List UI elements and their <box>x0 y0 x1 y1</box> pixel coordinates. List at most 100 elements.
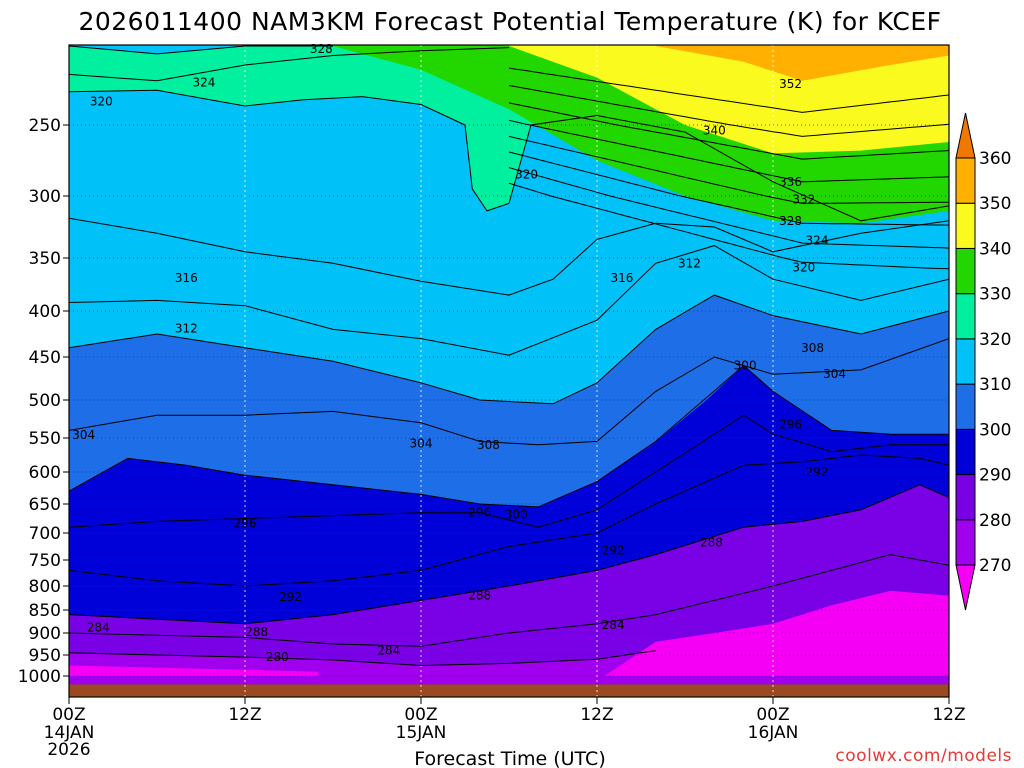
contour-line-320 <box>69 89 949 222</box>
x-tick-label: 00Z <box>52 705 85 725</box>
cold-pool-fill <box>604 590 949 676</box>
colorbar: 270 280 290 300 310 320 330 340 350 360 <box>955 112 1011 611</box>
contour-label: 324 <box>806 234 829 248</box>
colorbar-label: 310 <box>979 375 1011 395</box>
colorbar-segment <box>955 519 976 566</box>
contour-label: 292 <box>806 465 829 479</box>
contour-line-upper-7 <box>508 182 949 270</box>
contour-label: 308 <box>477 438 500 452</box>
contour-label: 284 <box>377 644 400 658</box>
colorbar-label: 330 <box>979 285 1011 305</box>
cold-pool-left-fill <box>69 665 319 676</box>
x-axis-label: Forecast Time (UTC) <box>414 748 605 768</box>
colorbar-label: 350 <box>979 194 1011 214</box>
chart-title: 2026011400 NAM3KM Forecast Potential Tem… <box>78 7 941 36</box>
contour-line-316 <box>69 217 949 296</box>
contour-label: 288 <box>700 536 723 550</box>
contour-line-308 <box>69 294 949 405</box>
colorbar-label: 300 <box>979 420 1011 440</box>
colorbar-segment <box>955 247 976 295</box>
contour-line-upper-3 <box>508 119 949 183</box>
contour-label: 320 <box>515 168 538 182</box>
x-tick-label: 12Z <box>932 705 965 725</box>
contour-labels: 328 324 320 320 352 340 336 332 328 324 320 316 316 3… <box>72 42 846 664</box>
y-tick-label: 450 <box>29 348 61 368</box>
colorbar-segment <box>955 157 976 204</box>
colorbar-segment <box>955 428 976 476</box>
contour-label: 304 <box>410 436 433 450</box>
colorbar-segment <box>955 338 976 385</box>
colorbar-label: 280 <box>979 511 1011 531</box>
contour-label: 328 <box>779 214 802 228</box>
contour-label: 328 <box>310 42 333 56</box>
y-tick-label: 250 <box>29 116 61 136</box>
contour-label: 284 <box>87 620 110 634</box>
x-tick-label: 12Z <box>228 705 261 725</box>
x-tick-date: 14JAN <box>44 723 95 743</box>
contour-label: 316 <box>175 271 198 285</box>
y-tick-label: 700 <box>29 524 61 544</box>
contour-label: 320 <box>90 94 113 108</box>
contour-line-292 <box>69 454 949 587</box>
y-tick-label: 550 <box>29 429 61 449</box>
y-tick-label: 950 <box>29 646 61 666</box>
contour-label: 312 <box>678 256 701 270</box>
contour-label: 324 <box>192 75 215 89</box>
colorbar-segment <box>955 383 976 430</box>
contour-label: 320 <box>792 261 815 275</box>
contour-line-284 <box>69 554 949 647</box>
contour-line-304 <box>69 338 949 446</box>
y-tick-label: 400 <box>29 302 61 322</box>
y-tick-label: 750 <box>29 551 61 571</box>
y-tick-label: 800 <box>29 577 61 597</box>
contour-label: 312 <box>175 321 198 335</box>
ground-surface <box>69 684 949 697</box>
contour-line-296 <box>69 414 949 528</box>
x-tick-date: 15JAN <box>396 723 447 743</box>
contour-label: 332 <box>792 193 815 207</box>
contour-line-300 <box>69 364 949 508</box>
contour-line-312 <box>69 245 949 356</box>
contour-label: 288 <box>468 589 491 603</box>
colorbar-segment <box>955 474 976 521</box>
contour-label: 288 <box>245 625 268 639</box>
contour-line-324 <box>69 47 510 82</box>
contour-line-upper-0 <box>508 67 949 113</box>
contour-line-upper-6 <box>508 167 949 249</box>
contour-label: 336 <box>779 175 802 189</box>
contour-label: 284 <box>602 618 625 632</box>
contour-label: 352 <box>779 77 802 91</box>
x-tick-year: 2026 <box>47 740 90 760</box>
credit-text: coolwx.com/models <box>835 746 1012 766</box>
colorbar-label: 340 <box>979 239 1011 259</box>
contour-line-280 <box>69 650 656 667</box>
colorbar-label: 320 <box>979 330 1011 350</box>
contour-label: 292 <box>602 543 625 557</box>
contour-line-upper-2 <box>508 102 949 160</box>
contour-line-upper-1 <box>508 85 949 137</box>
y-tick-label: 300 <box>29 187 61 207</box>
x-tick-date: 16JAN <box>748 723 799 743</box>
colorbar-label: 270 <box>979 556 1011 576</box>
contour-line-upper-5 <box>508 151 949 226</box>
contour-label: 296 <box>234 517 257 531</box>
contour-line-288 <box>69 484 949 625</box>
contour-label: 316 <box>610 271 633 285</box>
x-tick-label: 12Z <box>580 705 613 725</box>
warm-band-2 <box>655 45 949 81</box>
contour-label: 340 <box>703 124 726 138</box>
contour-label: 300 <box>734 359 757 373</box>
contour-label: 304 <box>823 367 846 381</box>
x-tick-label: 00Z <box>756 705 789 725</box>
y-tick-label: 850 <box>29 601 61 621</box>
colorbar-cap-top <box>955 112 976 159</box>
colorbar-label: 360 <box>979 149 1011 169</box>
contour-label: 280 <box>266 650 289 664</box>
plot-area <box>69 45 949 697</box>
contour-label: 296 <box>779 417 802 431</box>
contour-label: 308 <box>801 341 824 355</box>
contour-label: 292 <box>279 590 302 604</box>
y-tick-label: 900 <box>29 624 61 644</box>
